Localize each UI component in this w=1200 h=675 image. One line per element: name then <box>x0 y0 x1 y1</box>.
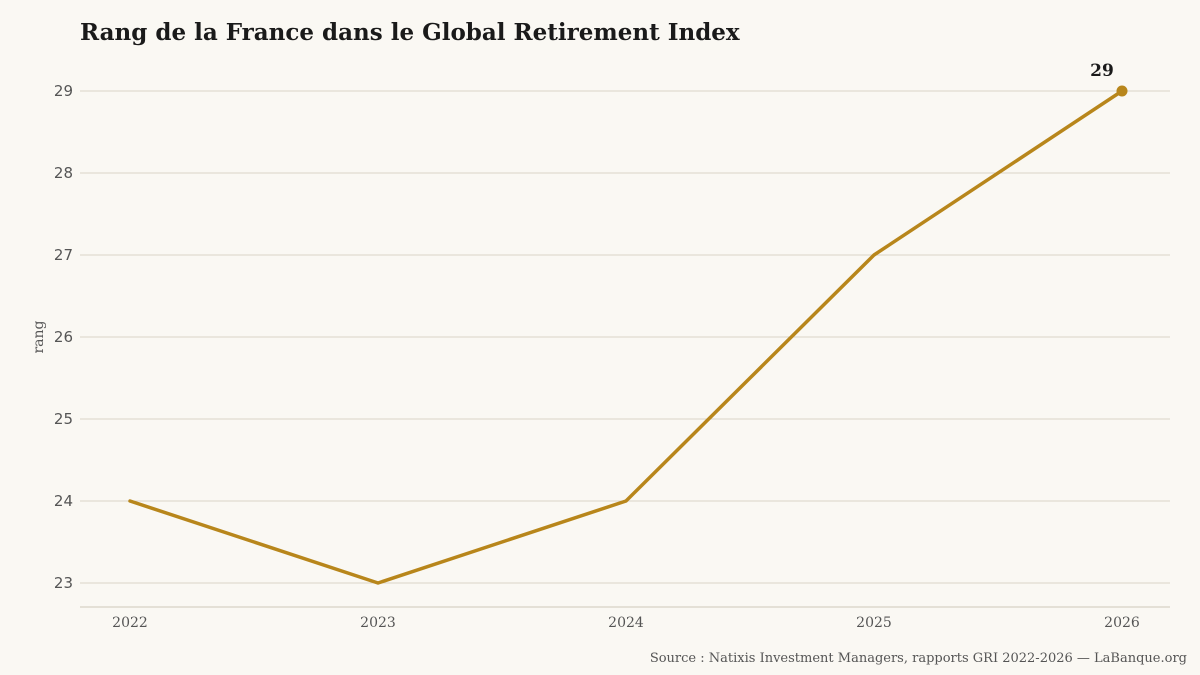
x-tick-label: 2026 <box>1104 615 1140 631</box>
y-axis-ticks: 23 24 25 26 27 28 29 <box>54 82 73 592</box>
y-tick-label: 23 <box>54 574 73 592</box>
y-tick-label: 27 <box>54 246 73 264</box>
y-tick-label: 25 <box>54 410 73 428</box>
y-tick-label: 24 <box>54 492 73 510</box>
y-tick-label: 26 <box>54 328 73 346</box>
x-tick-label: 2022 <box>112 615 148 631</box>
end-value-label: 29 <box>1090 61 1114 81</box>
series-line <box>128 89 1124 585</box>
x-tick-label: 2023 <box>360 615 396 631</box>
series-group: 29 <box>128 61 1128 585</box>
chart-title: Rang de la France dans le Global Retirem… <box>80 19 740 46</box>
source-note: Source : Natixis Investment Managers, ra… <box>649 651 1187 666</box>
y-tick-label: 28 <box>54 164 73 182</box>
x-tick-label: 2025 <box>856 615 892 631</box>
gridlines <box>80 90 1170 584</box>
x-axis-ticks: 2022 2023 2024 2025 2026 <box>112 615 1140 631</box>
y-tick-label: 29 <box>54 82 73 100</box>
end-point-marker <box>1116 85 1128 97</box>
x-tick-label: 2024 <box>608 615 644 631</box>
y-axis-label: rang <box>31 320 47 353</box>
